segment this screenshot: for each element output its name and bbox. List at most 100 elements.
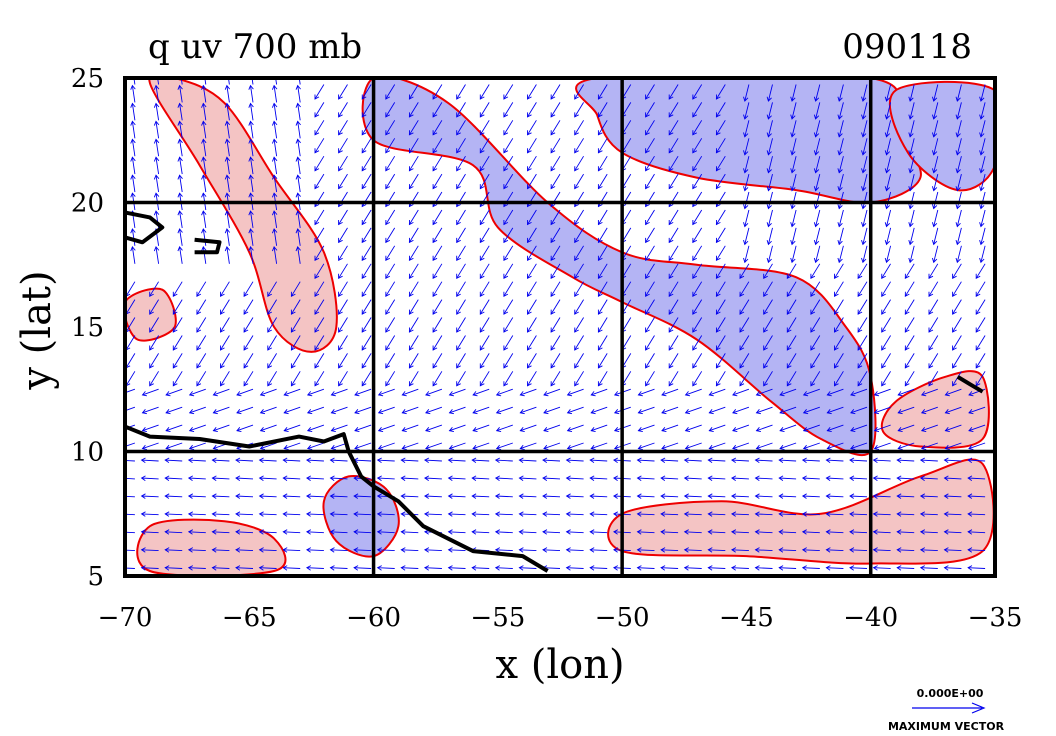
wind-vector [408, 84, 419, 100]
wind-vector [684, 406, 702, 415]
wind-vector [503, 173, 514, 190]
wind-vector [884, 173, 892, 192]
wind-vector [201, 120, 207, 139]
coastline [956, 375, 984, 394]
y-tick-label: 10 [71, 438, 104, 468]
wind-vector [456, 102, 466, 118]
wind-vector [837, 138, 844, 156]
wind-vector [668, 371, 679, 387]
wind-vector [683, 511, 702, 517]
wind-vector [574, 191, 584, 208]
wind-vector [153, 246, 160, 264]
wind-vector [140, 475, 159, 481]
wind-vector [258, 457, 277, 463]
wind-vector [763, 263, 773, 280]
wind-vector [763, 353, 773, 369]
wind-vector [884, 191, 892, 210]
wind-vector [589, 565, 608, 571]
wind-vector [952, 281, 962, 297]
wind-vector [361, 353, 372, 369]
wind-vector [282, 493, 301, 499]
wind-vector [645, 227, 655, 244]
wind-vector [527, 120, 537, 136]
wind-vector [385, 209, 396, 226]
wind-vector [834, 371, 844, 387]
wind-vector [479, 227, 490, 244]
wind-vector [636, 475, 655, 481]
wind-vector [872, 475, 891, 481]
wind-vector [979, 227, 986, 246]
wind-vector [743, 120, 750, 138]
wind-vector [212, 406, 230, 415]
wind-vector [424, 493, 442, 499]
wind-vector [432, 245, 443, 262]
wind-vector [645, 335, 655, 351]
wind-vector [177, 138, 183, 157]
wind-vector [314, 263, 325, 280]
wind-vector [668, 281, 679, 297]
wind-vector [314, 227, 325, 244]
wind-vector [295, 102, 301, 121]
high-humidity-region [880, 370, 990, 449]
wind-vector [919, 565, 938, 571]
wind-vector [248, 156, 254, 175]
wind-vector [196, 353, 207, 369]
y-tick-label: 15 [71, 313, 104, 343]
wind-vector [172, 335, 183, 351]
wind-vector [401, 388, 419, 397]
high-humidity-region [136, 518, 287, 576]
coastline [125, 210, 165, 245]
wind-vector [494, 511, 513, 517]
wind-vector [141, 442, 159, 451]
wind-vector [801, 547, 820, 553]
wind-vector [849, 547, 868, 553]
wind-vector [715, 102, 726, 118]
wind-vector [519, 424, 537, 433]
wind-vector [708, 442, 726, 451]
wind-vector [766, 120, 773, 138]
wind-vector [668, 245, 679, 262]
x-tick-label: −45 [719, 603, 774, 633]
wind-vector [565, 511, 584, 517]
wind-vector [837, 245, 844, 264]
wind-vector [258, 529, 277, 535]
wind-vector [224, 120, 231, 139]
wind-vector [837, 173, 844, 192]
wind-vector [425, 442, 443, 451]
wind-vector [550, 138, 561, 154]
wind-vector [188, 424, 206, 433]
wind-vector [707, 493, 726, 499]
wind-vector [227, 78, 230, 85]
wind-vector [295, 174, 301, 193]
wind-vector [955, 102, 962, 120]
wind-vector [566, 406, 584, 415]
wind-vector [813, 138, 821, 156]
wind-vector [825, 547, 844, 553]
wind-vector [196, 371, 207, 387]
wind-vector [456, 281, 466, 297]
wind-vector [456, 263, 466, 280]
wind-vector [731, 547, 749, 553]
wind-vector [408, 245, 419, 262]
wind-vector [220, 281, 230, 297]
wind-vector [574, 317, 584, 333]
wind-vector [790, 102, 797, 120]
wind-vector [967, 547, 986, 553]
wind-vector [872, 457, 891, 463]
wind-vector [834, 353, 844, 369]
wind-vector [527, 84, 537, 100]
wind-vector [542, 547, 561, 553]
wind-vector [826, 388, 844, 397]
high-humidity-region [125, 287, 177, 342]
wind-vector [813, 102, 821, 120]
wind-vector [353, 493, 372, 499]
wind-vector [813, 227, 821, 246]
wind-vector [495, 406, 513, 415]
wind-vector [715, 263, 726, 280]
wind-vector [408, 227, 419, 244]
wind-vector [503, 335, 514, 351]
wind-vector [967, 529, 986, 535]
wind-vector [130, 246, 136, 264]
wind-vector [235, 457, 254, 463]
y-axis-label: y (lat) [14, 270, 60, 390]
